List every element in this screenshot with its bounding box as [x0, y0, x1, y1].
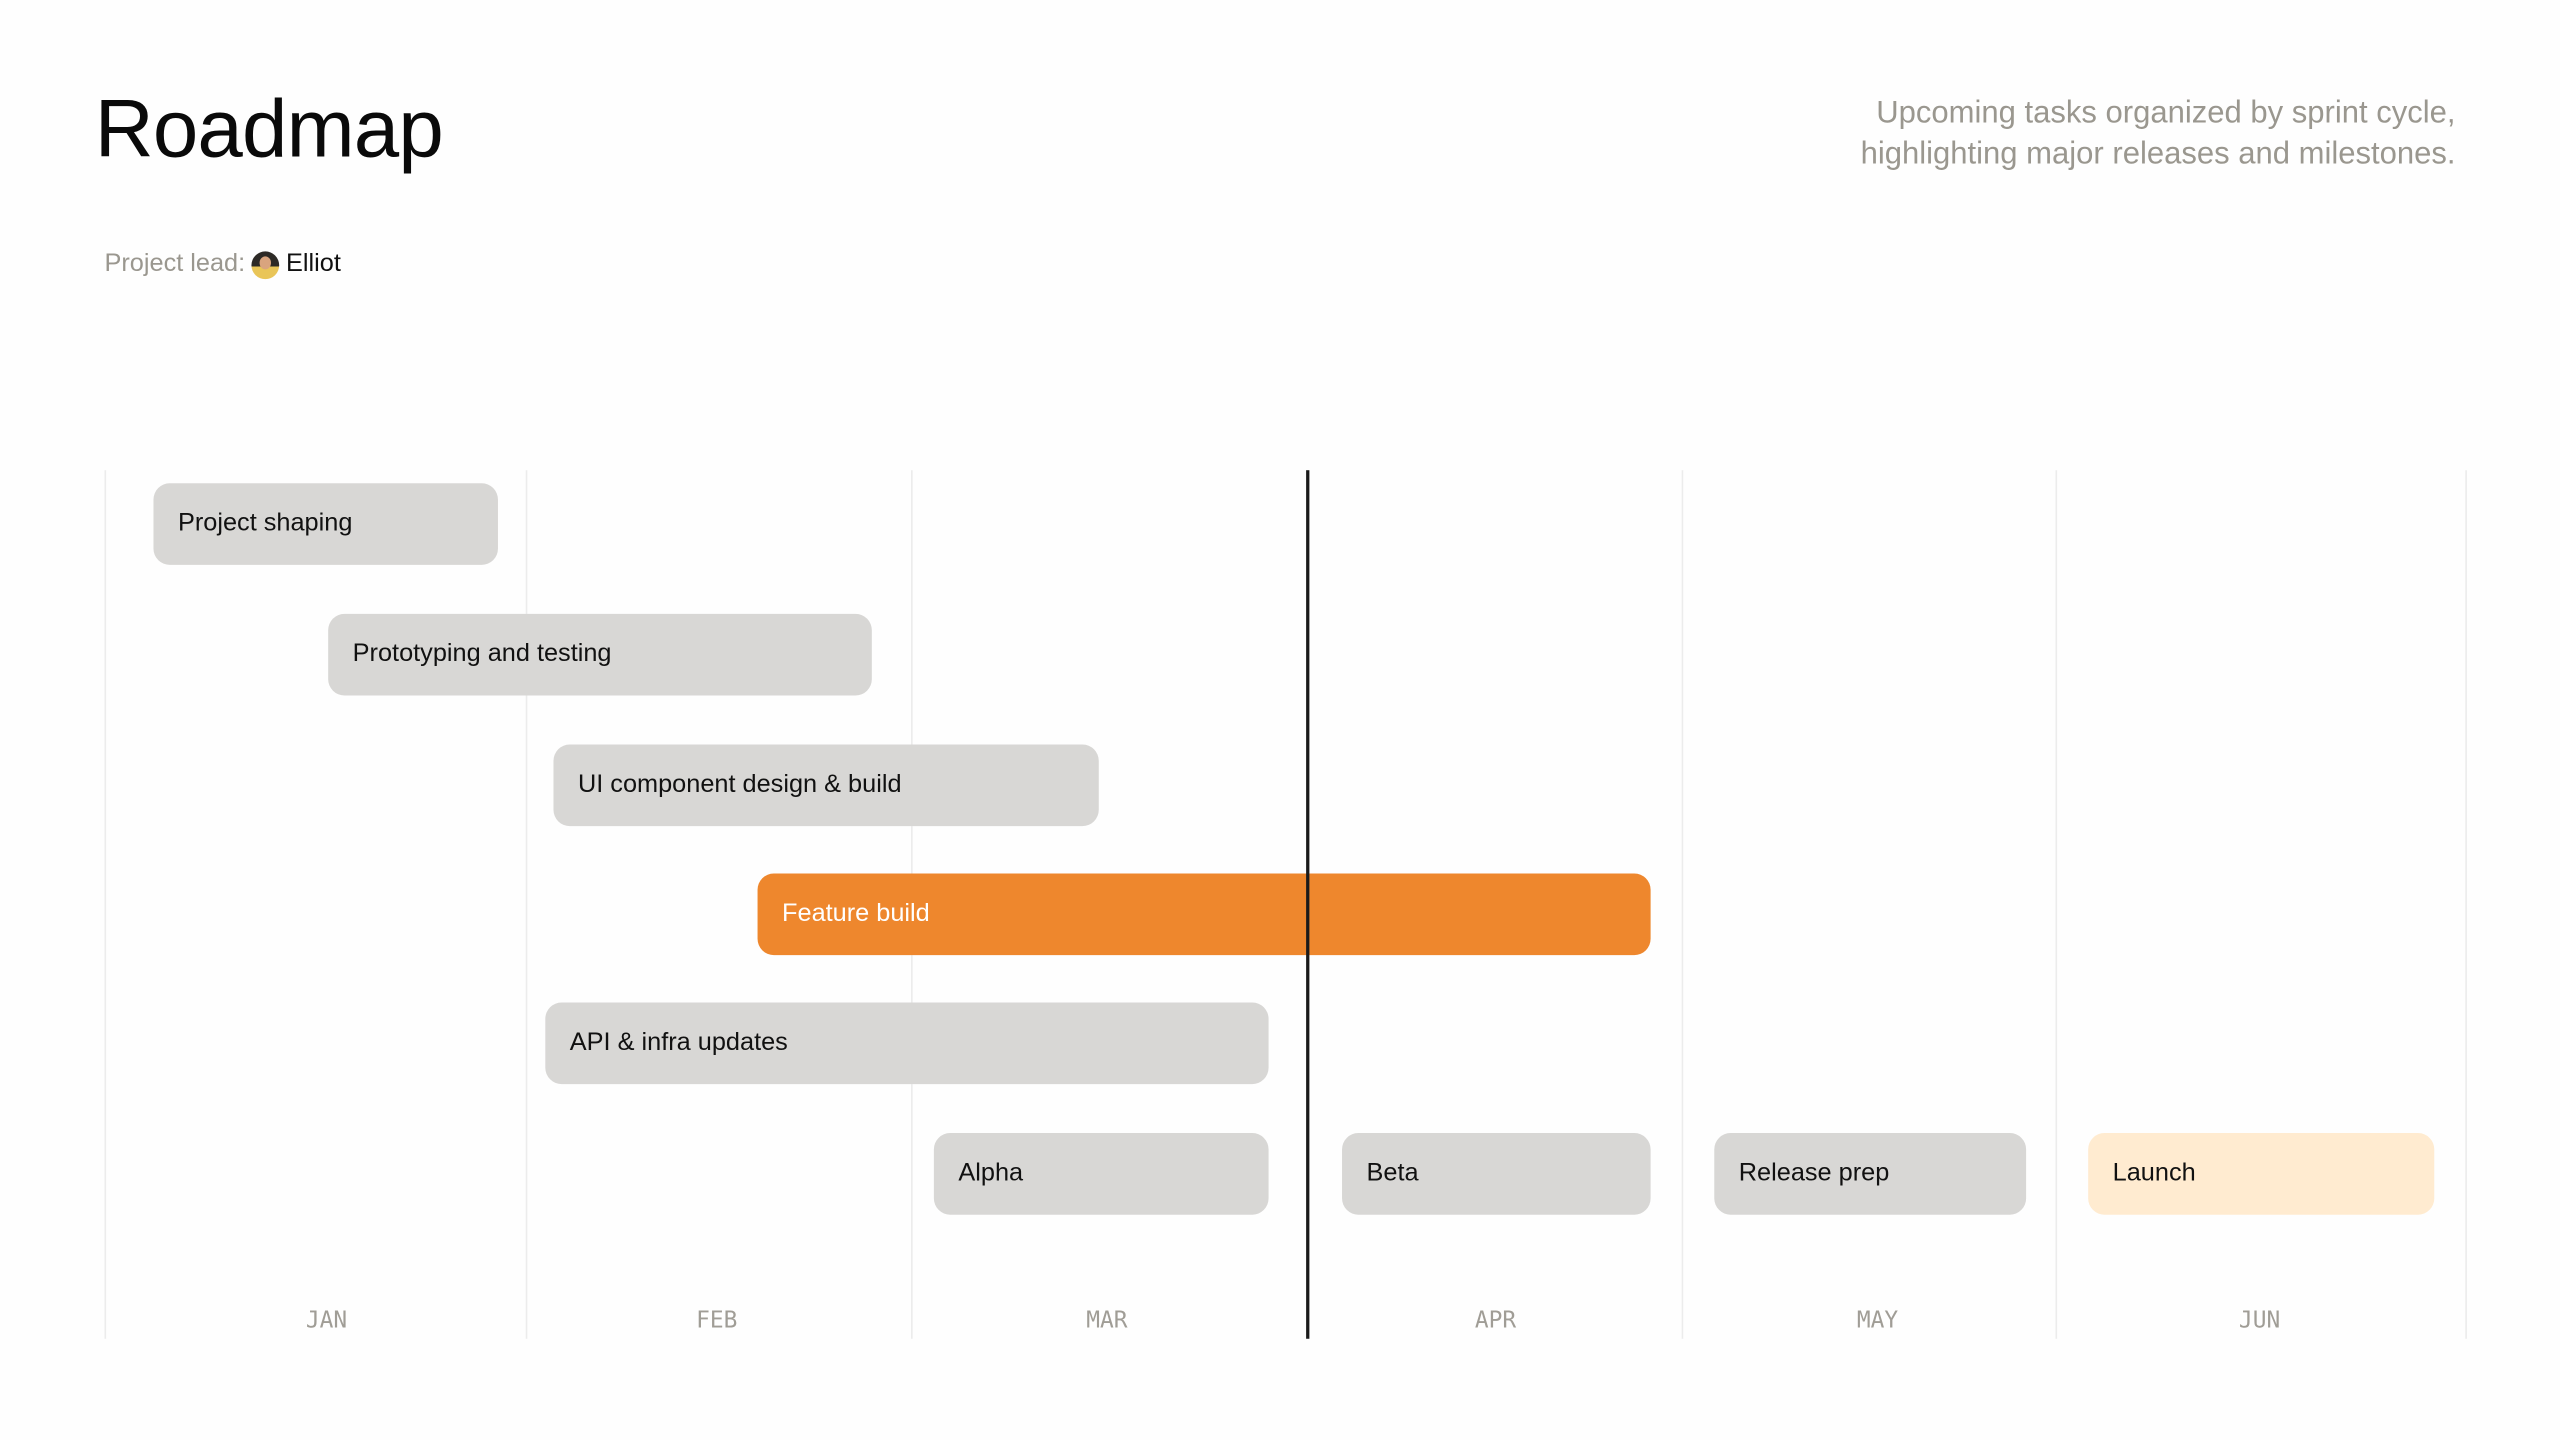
- task-bar-launch[interactable]: Launch: [2088, 1133, 2435, 1215]
- task-bar-ui-component[interactable]: UI component design & build: [553, 744, 1099, 827]
- month-label-mar: MAR: [1086, 1307, 1128, 1334]
- page-title: Roadmap: [94, 83, 444, 175]
- gridline: [525, 470, 528, 1339]
- project-lead-label: Project lead:: [104, 249, 246, 278]
- project-lead-name[interactable]: Elliot: [285, 249, 341, 278]
- gridline: [1681, 470, 1684, 1339]
- subtitle-line: Upcoming tasks organized by sprint cycle…: [1876, 96, 2456, 131]
- gridline: [104, 470, 107, 1339]
- task-bar-alpha[interactable]: Alpha: [933, 1133, 1269, 1215]
- subtitle-line: highlighting major releases and mileston…: [1860, 137, 2456, 172]
- gridline: [2465, 470, 2467, 1339]
- task-bar-api-infra[interactable]: API & infra updates: [545, 1002, 1269, 1085]
- today-marker: [1306, 470, 1309, 1339]
- month-label-jan: JAN: [305, 1307, 348, 1334]
- month-label-apr: APR: [1474, 1307, 1517, 1334]
- task-bar-prototyping[interactable]: Prototyping and testing: [328, 613, 872, 696]
- task-bar-beta[interactable]: Beta: [1342, 1133, 1651, 1215]
- month-label-may: MAY: [1856, 1307, 1899, 1334]
- task-bar-project-shaping[interactable]: Project shaping: [153, 483, 498, 565]
- gridline: [2055, 470, 2058, 1339]
- project-lead: Project lead: Elliot: [104, 249, 341, 279]
- month-label-jun: JUN: [2238, 1307, 2281, 1334]
- avatar-icon[interactable]: [251, 250, 280, 279]
- month-label-feb: FEB: [696, 1307, 738, 1334]
- task-bar-release-prep[interactable]: Release prep: [1714, 1133, 2027, 1215]
- page-subtitle: Upcoming tasks organized by sprint cycle…: [1476, 93, 2456, 175]
- task-bar-feature-build[interactable]: Feature build: [757, 873, 1651, 956]
